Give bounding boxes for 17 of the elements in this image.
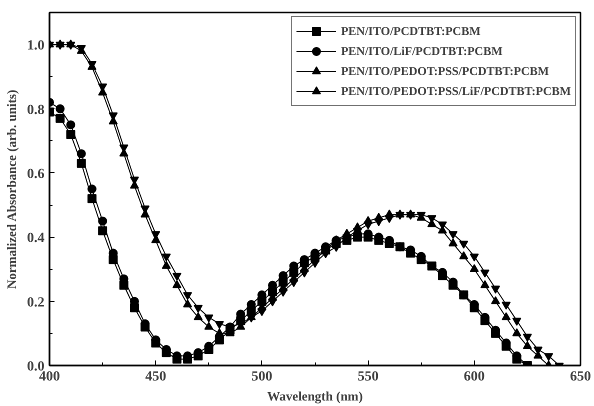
y-axis-title: Normalized Absorbance (arb. units)	[4, 90, 19, 290]
y-tick-label: 0.8	[27, 102, 44, 118]
x-tick-label: 500	[251, 370, 272, 384]
x-tick-label: 550	[358, 370, 379, 384]
x-tick-label: 450	[145, 370, 166, 384]
y-tick-label: 0.4	[27, 231, 44, 246]
x-tick-label: 650	[570, 370, 591, 384]
legend-label: PEN/ITO/PEDOT:PSS/LiF/PCDTBT:PCBM	[340, 84, 571, 98]
legend-label: PEN/ITO/PCDTBT:PCBM	[340, 24, 481, 38]
y-tick-label: 1.0	[27, 38, 44, 54]
y-tick-label: 0.6	[27, 166, 44, 182]
x-axis-title: Wavelength (nm)	[267, 388, 363, 404]
legend-label: PEN/ITO/LiF/PCDTBT:PCBM	[340, 44, 503, 58]
y-tick-label: 0.2	[27, 295, 44, 310]
x-tick-label: 600	[464, 370, 485, 384]
x-tick-label: 400	[39, 370, 60, 384]
legend-label: PEN/ITO/PEDOT:PSS/PCDTBT:PCBM	[340, 64, 549, 78]
